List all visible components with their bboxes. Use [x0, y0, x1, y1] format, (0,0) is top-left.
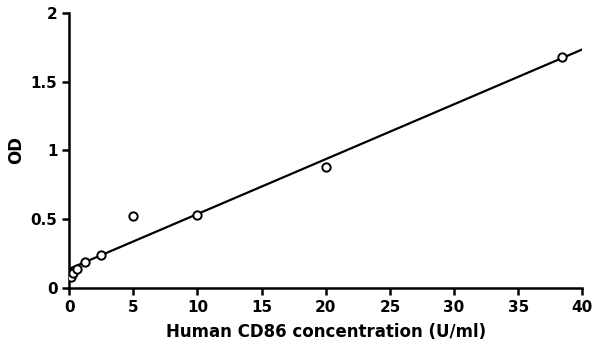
Y-axis label: OD: OD — [7, 136, 25, 165]
X-axis label: Human CD86 concentration (U/ml): Human CD86 concentration (U/ml) — [166, 323, 486, 341]
